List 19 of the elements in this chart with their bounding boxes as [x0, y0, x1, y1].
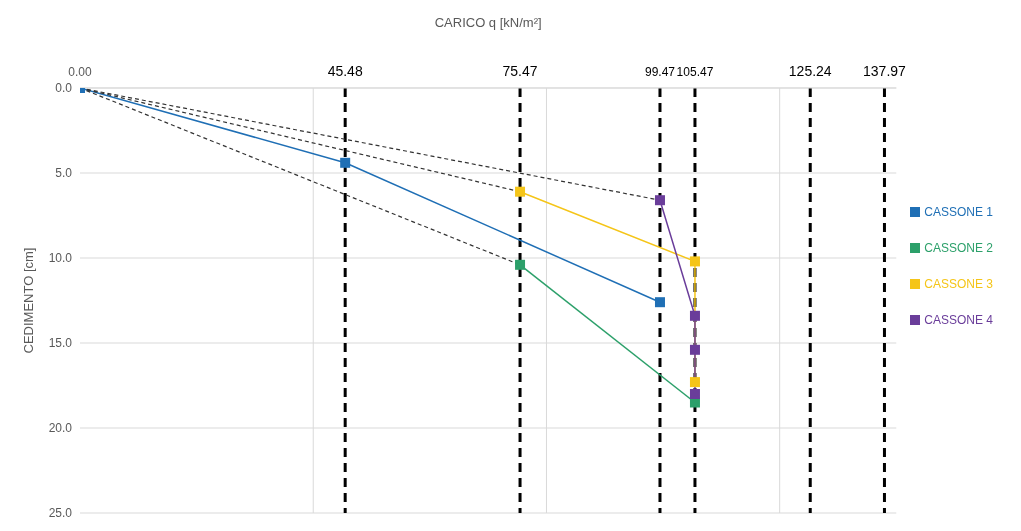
x-tick-label: 105.47	[676, 65, 714, 79]
y-tick-label: 15.0	[48, 336, 73, 351]
x-tick-label: 45.48	[327, 63, 363, 79]
legend-label: CASSONE 2	[924, 240, 993, 255]
y-axis-title: CEDIMENTO [cm]	[20, 247, 36, 354]
legend-label: CASSONE 4	[924, 312, 993, 327]
y-tick-label: 20.0	[48, 421, 73, 436]
legend-label: CASSONE 1	[924, 204, 993, 219]
x-tick-label: 0.00	[68, 65, 92, 79]
x-tick-label: 75.47	[502, 63, 538, 79]
y-tick-label: 25.0	[48, 506, 73, 521]
x-axis-title: CARICO q [kN/m²]	[434, 15, 542, 31]
legend-label: CASSONE 3	[924, 276, 993, 291]
x-tick-label: 137.97	[863, 63, 907, 79]
x-tick-label: 125.24	[788, 63, 832, 79]
y-tick-label: 5.0	[55, 166, 73, 181]
y-tick-label: 10.0	[48, 251, 73, 266]
y-tick-label: 0.0	[55, 81, 73, 96]
x-tick-label: 99.47	[644, 65, 676, 79]
